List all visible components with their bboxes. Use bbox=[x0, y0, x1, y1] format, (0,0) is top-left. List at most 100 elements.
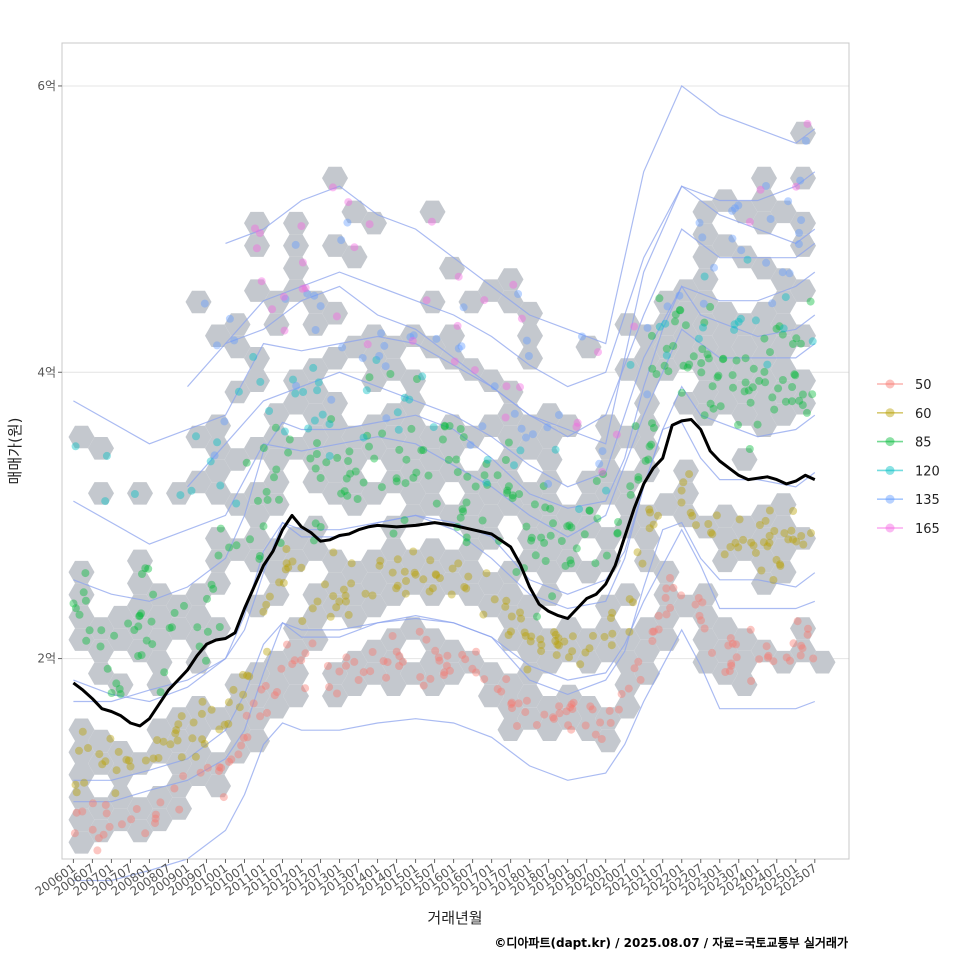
scatter-point-60 bbox=[797, 532, 806, 540]
scatter-point-85 bbox=[333, 453, 342, 462]
scatter-point-165 bbox=[255, 229, 264, 237]
scatter-point-135 bbox=[381, 362, 390, 371]
scatter-point-135 bbox=[785, 269, 794, 278]
scatter-point-85 bbox=[285, 435, 294, 444]
scatter-point-85 bbox=[254, 496, 262, 505]
scatter-point-120 bbox=[309, 363, 318, 372]
hex-bin bbox=[712, 549, 738, 573]
scatter-point-135 bbox=[522, 336, 531, 345]
scatter-point-85 bbox=[81, 569, 90, 578]
scatter-point-50 bbox=[151, 819, 159, 828]
hex-bin bbox=[419, 650, 446, 674]
scatter-point-85 bbox=[745, 445, 754, 453]
scatter-point-85 bbox=[85, 626, 94, 635]
scatter-point-60 bbox=[507, 612, 516, 621]
scatter-point-85 bbox=[378, 429, 387, 438]
scatter-point-85 bbox=[275, 495, 283, 504]
scatter-point-60 bbox=[419, 575, 428, 584]
scatter-point-135 bbox=[311, 326, 320, 334]
scatter-point-120 bbox=[763, 360, 772, 369]
hex-bin bbox=[497, 380, 524, 404]
hex-bin bbox=[380, 448, 407, 471]
scatter-point-85 bbox=[316, 523, 325, 531]
legend-label: 135 bbox=[915, 493, 940, 508]
hex-bin bbox=[263, 313, 290, 336]
density-contour bbox=[73, 628, 816, 882]
scatter-point-50 bbox=[513, 722, 521, 730]
scatter-point-60 bbox=[174, 720, 183, 729]
scatter-point-60 bbox=[527, 632, 536, 641]
scatter-point-120 bbox=[318, 410, 327, 419]
hex-bin bbox=[107, 786, 134, 809]
hex-bin bbox=[361, 211, 387, 235]
hex-bin bbox=[458, 560, 485, 584]
scatter-point-60 bbox=[677, 486, 686, 495]
scatter-point-50 bbox=[290, 656, 299, 665]
scatter-point-60 bbox=[335, 597, 344, 606]
scatter-point-85 bbox=[71, 604, 80, 613]
scatter-point-50 bbox=[769, 657, 778, 666]
scatter-point-85 bbox=[775, 322, 784, 331]
scatter-point-135 bbox=[695, 218, 704, 227]
scatter-point-50 bbox=[273, 688, 281, 696]
scatter-point-135 bbox=[220, 417, 229, 426]
scatter-point-165 bbox=[298, 284, 307, 293]
hex-bin bbox=[673, 301, 699, 325]
hex-bin bbox=[361, 639, 387, 663]
scatter-point-50 bbox=[666, 603, 675, 612]
scatter-point-85 bbox=[135, 612, 144, 621]
hex-bin bbox=[712, 392, 738, 415]
legend-label: 120 bbox=[915, 464, 940, 479]
scatter-point-85 bbox=[386, 370, 395, 378]
hex-bin bbox=[166, 707, 192, 730]
scatter-point-60 bbox=[770, 527, 779, 535]
scatter-point-50 bbox=[634, 657, 643, 666]
scatter-point-60 bbox=[297, 563, 306, 572]
scatter-point-85 bbox=[311, 519, 320, 528]
hex-bin bbox=[380, 560, 407, 584]
hex-bin bbox=[556, 414, 582, 437]
hex-bin bbox=[497, 673, 524, 696]
scatter-point-85 bbox=[788, 383, 797, 391]
scatter-point-120 bbox=[299, 388, 308, 396]
scatter-point-60 bbox=[607, 641, 616, 650]
scatter-point-85 bbox=[567, 523, 576, 532]
hex-bin bbox=[322, 414, 348, 437]
scatter-point-60 bbox=[565, 653, 573, 662]
scatter-point-85 bbox=[791, 371, 800, 380]
legend-item-135: 135 bbox=[877, 493, 940, 508]
hex-bin bbox=[205, 324, 231, 347]
hex-bin bbox=[712, 617, 738, 640]
hex-bin bbox=[751, 392, 777, 415]
hex-bin bbox=[458, 290, 485, 314]
scatter-point-50 bbox=[654, 611, 663, 620]
scatter-point-85 bbox=[463, 472, 472, 481]
scatter-point-60 bbox=[392, 584, 401, 593]
hex-bin bbox=[283, 437, 309, 460]
hex-bin bbox=[770, 358, 797, 381]
hex-bin bbox=[283, 527, 309, 550]
scatter-point-60 bbox=[679, 478, 688, 487]
scatter-point-60 bbox=[376, 556, 385, 565]
hex-bin bbox=[790, 211, 816, 235]
scatter-point-135 bbox=[801, 136, 810, 145]
hex-bin bbox=[731, 515, 758, 539]
hex-bin bbox=[673, 347, 699, 370]
hex-bin bbox=[361, 437, 387, 460]
legend-key-point bbox=[885, 465, 895, 475]
scatter-point-85 bbox=[344, 457, 353, 465]
scatter-point-60 bbox=[776, 561, 785, 570]
scatter-point-85 bbox=[697, 368, 706, 377]
y-axis-ticks: 2억 4억 6억 bbox=[37, 79, 62, 666]
hex-bin bbox=[497, 425, 524, 449]
scatter-point-85 bbox=[284, 448, 293, 457]
scatter-point-120 bbox=[249, 352, 258, 361]
scatter-point-50 bbox=[277, 664, 286, 673]
scatter-point-85 bbox=[483, 480, 492, 489]
scatter-point-50 bbox=[596, 718, 605, 727]
hex-bin bbox=[478, 572, 504, 595]
hex-bin bbox=[185, 718, 212, 741]
scatter-point-60 bbox=[431, 570, 440, 579]
hex-bin bbox=[224, 313, 251, 336]
scatter-point-135 bbox=[766, 215, 775, 223]
